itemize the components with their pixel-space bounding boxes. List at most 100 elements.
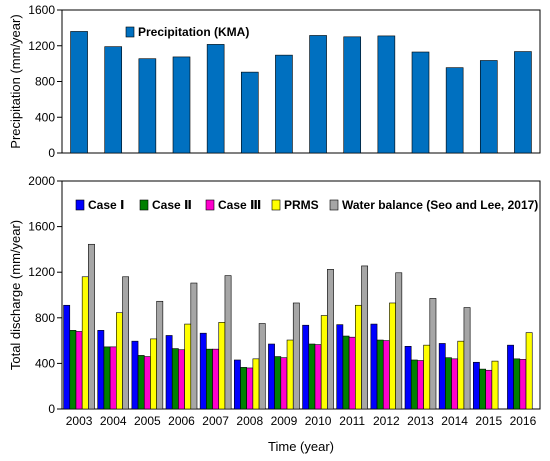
bar-prms-2009	[286, 339, 294, 410]
bar-case-2012	[376, 339, 384, 410]
bar-water-balance-seo-and-lee-2017-2014	[463, 307, 471, 410]
bar-case-2008	[240, 367, 247, 410]
y-axis-title: Precipitation (mm/year)	[8, 14, 23, 148]
bar-case-2013	[410, 359, 418, 410]
y-tick-label: 800	[35, 311, 55, 325]
bar-water-balance-seo-and-lee-2017-2007	[224, 275, 232, 410]
discharge-chart: 0 400 800 1200 1600 2000 Total discharge (mm/y…	[8, 174, 541, 454]
bar-case-2006	[165, 335, 173, 410]
bar-case-2007	[206, 348, 213, 410]
bar-prms-2005	[150, 338, 157, 410]
bar-case-2005	[131, 340, 139, 410]
y-tick-label: 2000	[28, 174, 55, 188]
bar-water-balance-seo-and-lee-2017-2004	[122, 276, 130, 410]
bar-precipitation-kma-2004	[104, 46, 123, 154]
x-tick-label: 2013	[407, 414, 434, 428]
x-tick-label: 2014	[441, 414, 468, 428]
y-tick-label: 1600	[28, 3, 55, 17]
bar-case-2006	[178, 349, 185, 410]
bar-prms-2016	[525, 332, 533, 410]
bar-case-2010	[302, 324, 310, 410]
legend-label-water-balance-seo-and-lee-2017: Water balance (Seo and Lee, 2017)	[342, 198, 538, 212]
x-tick-label: 2016	[510, 414, 537, 428]
legend-label-precipitation-kma: Precipitation (KMA)	[138, 25, 249, 39]
bar-precipitation-kma-2005	[138, 58, 157, 154]
bar-water-balance-seo-and-lee-2017-2009	[292, 302, 300, 410]
x-tick-label: 2012	[373, 414, 400, 428]
bar-water-balance-seo-and-lee-2017-2012	[395, 272, 403, 410]
x-tick-label: 2010	[305, 414, 332, 428]
bar-water-balance-seo-and-lee-2017-2005	[156, 300, 164, 410]
bar-case-2015	[485, 369, 493, 410]
bar-case-2010	[308, 343, 316, 410]
bar-case-2015	[479, 368, 486, 410]
bar-case-2008	[246, 367, 254, 410]
y-tick-label: 400	[35, 356, 55, 370]
bar-case-2013	[417, 360, 424, 410]
y-tick-label: 400	[35, 110, 55, 124]
bar-case-2016	[507, 344, 514, 410]
bar-case-2011	[336, 324, 344, 410]
bar-case-2015	[472, 361, 480, 410]
bar-case-2014	[445, 357, 452, 410]
bar-prms-2007	[218, 322, 226, 410]
bar-prms-2010	[320, 315, 328, 410]
bar-precipitation-kma-2003	[70, 31, 88, 154]
bar-precipitation-kma-2008	[240, 71, 259, 154]
bar-case-2009	[268, 343, 275, 410]
bar-case-2016	[519, 359, 527, 410]
bar-water-balance-seo-and-lee-2017-2013	[429, 298, 437, 410]
x-tick-label: 2009	[271, 414, 298, 428]
bar-case-2012	[382, 340, 390, 410]
legend-swatch-case	[205, 199, 215, 211]
bar-case-2013	[404, 345, 412, 410]
bar-prms-2003	[81, 276, 89, 410]
bar-case-2006	[171, 348, 179, 410]
legend-swatch-case	[139, 199, 149, 211]
bar-case-2007	[199, 332, 207, 410]
x-tick-label: 2011	[339, 414, 365, 428]
bar-prms-2011	[355, 304, 362, 410]
legend-label-prms: PRMS	[284, 198, 319, 212]
x-tick-label: 2008	[236, 414, 263, 428]
y-tick-label: 0	[48, 402, 55, 416]
bar-prms-2013	[423, 344, 431, 410]
bar-prms-2015	[491, 360, 499, 410]
bar-precipitation-kma-2009	[275, 54, 293, 154]
y-tick-label: 1200	[28, 39, 55, 53]
bar-case-2009	[280, 357, 288, 410]
y-tick-label: 800	[35, 75, 55, 89]
y-tick-label: 0	[48, 146, 55, 160]
bar-precipitation-kma-2010	[309, 35, 327, 154]
bar-case-2004	[109, 346, 117, 410]
bar-case-2003	[75, 331, 83, 410]
legend-swatch-prms	[271, 199, 281, 211]
bar-case-2004	[97, 330, 105, 410]
bar-precipitation-kma-2015	[479, 60, 498, 154]
bar-water-balance-seo-and-lee-2017-2006	[190, 282, 198, 410]
y-axis-title: Total discharge (mm/year)	[8, 220, 23, 370]
x-tick-label: 2005	[134, 414, 161, 428]
x-tick-label: 2004	[100, 414, 127, 428]
bar-prms-2014	[457, 340, 465, 410]
bar-case-2011	[348, 336, 356, 410]
bar-precipitation-kma-2016	[514, 51, 532, 154]
x-tick-label: 2007	[202, 414, 229, 428]
bar-case-2014	[451, 358, 459, 410]
legend-label-case: Case Ⅲ	[218, 198, 261, 212]
legend-label-case: Case Ⅰ	[88, 198, 125, 212]
x-tick-label: 2006	[168, 414, 195, 428]
bar-prms-2006	[184, 323, 192, 410]
x-axis-title: Time (year)	[268, 439, 334, 454]
bar-prms-2008	[252, 358, 260, 410]
bar-case-2003	[63, 304, 71, 410]
bar-precipitation-kma-2011	[343, 36, 362, 154]
bar-water-balance-seo-and-lee-2017-2011	[361, 265, 369, 410]
bar-water-balance-seo-and-lee-2017-2010	[327, 269, 334, 410]
bar-case-2008	[233, 359, 241, 410]
bar-case-2016	[513, 358, 521, 410]
bar-precipitation-kma-2006	[172, 56, 191, 154]
bar-water-balance-seo-and-lee-2017-2008	[258, 323, 266, 410]
bar-case-2004	[103, 346, 111, 410]
